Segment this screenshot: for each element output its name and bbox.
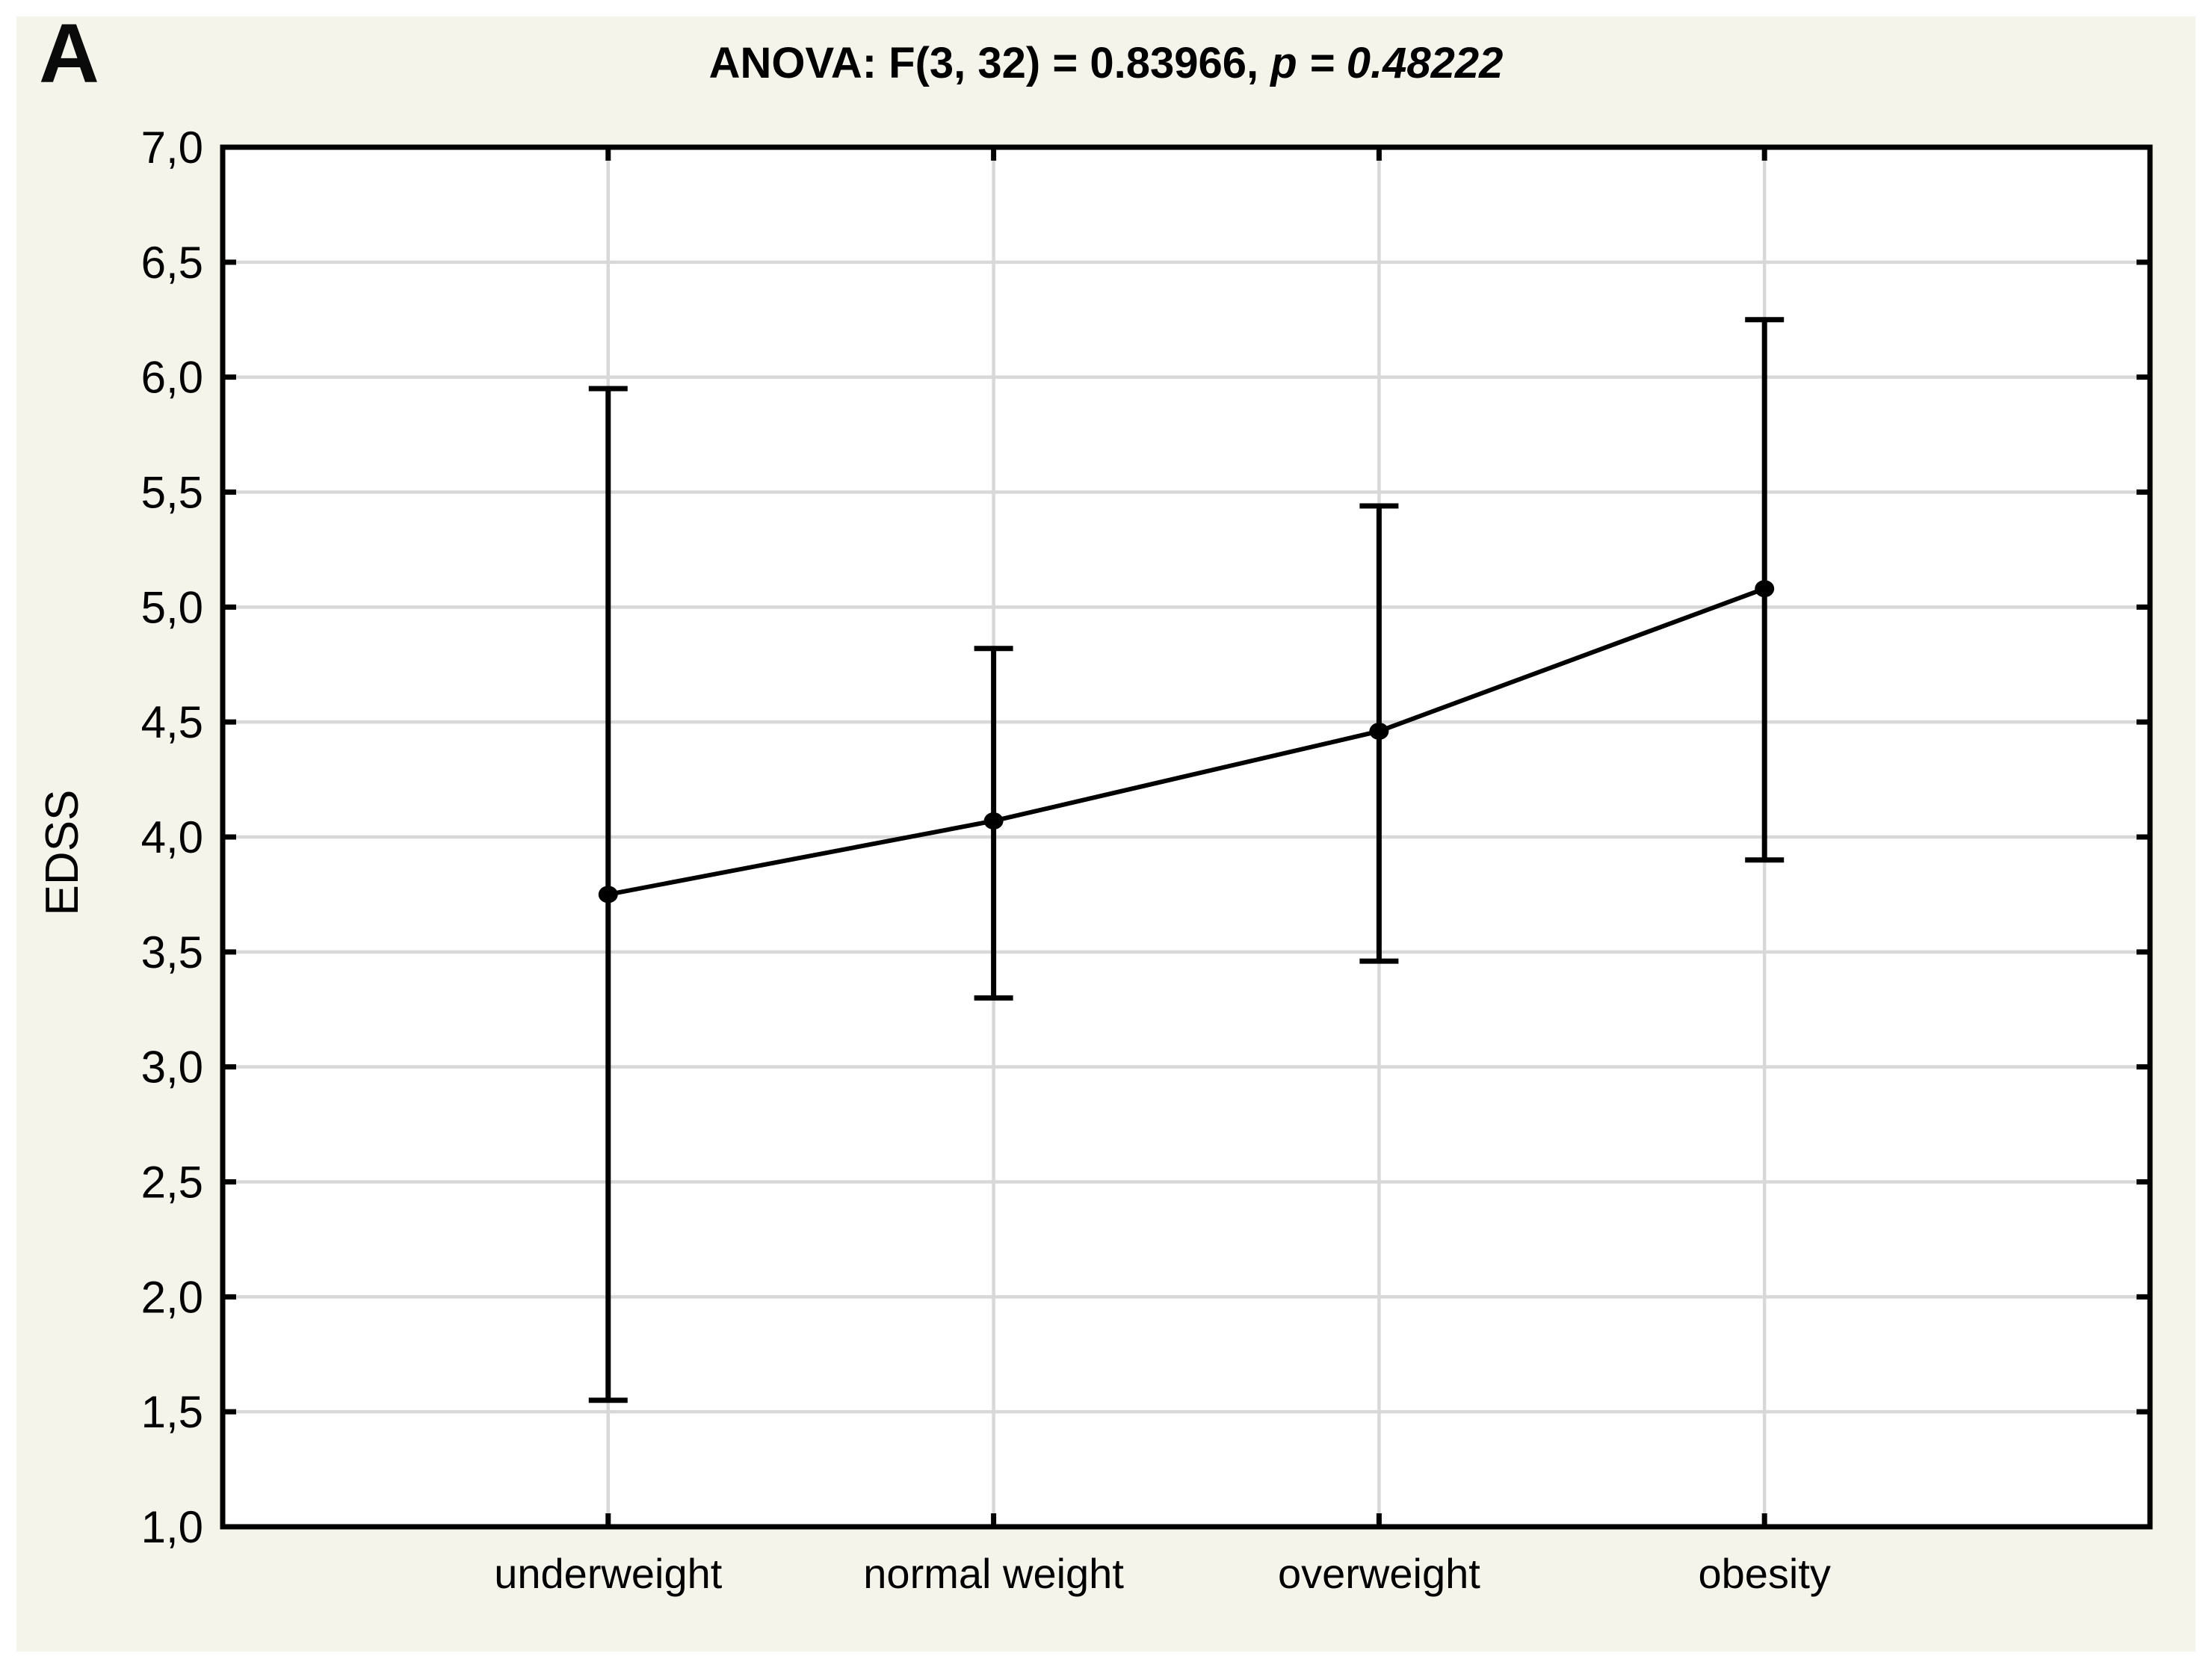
y-tick-label: 3,0 bbox=[141, 1042, 203, 1093]
y-tick-label: 6,0 bbox=[141, 353, 203, 403]
y-tick-label: 6,5 bbox=[141, 238, 203, 288]
y-tick-label: 1,5 bbox=[141, 1387, 203, 1437]
y-tick-label: 2,0 bbox=[141, 1272, 203, 1322]
x-tick-label-underweight: underweight bbox=[494, 1550, 723, 1597]
x-tick-label-normal-weight: normal weight bbox=[863, 1550, 1124, 1597]
mean-marker-normal-weight bbox=[983, 812, 1004, 830]
y-tick-label: 2,5 bbox=[141, 1158, 203, 1208]
mean-marker-underweight bbox=[598, 886, 618, 904]
y-tick-label: 7,0 bbox=[141, 123, 203, 173]
x-tick-label-obesity: obesity bbox=[1698, 1550, 1830, 1597]
y-tick-label: 4,5 bbox=[141, 697, 203, 747]
y-tick-label: 1,0 bbox=[141, 1502, 203, 1552]
mean-marker-overweight bbox=[1369, 722, 1389, 740]
plot-frame bbox=[220, 144, 2153, 1530]
y-axis-title: EDSS bbox=[37, 790, 88, 916]
mean-marker-obesity bbox=[1755, 580, 1775, 598]
mean-line bbox=[608, 586, 1766, 897]
x-tick-label-overweight: overweight bbox=[1278, 1550, 1480, 1597]
y-tick-label: 3,5 bbox=[141, 927, 203, 977]
chart-title: ANOVA: F(3, 32) = 0.83966, p = 0.48222 bbox=[0, 37, 2212, 90]
y-tick-label: 5,5 bbox=[141, 468, 203, 518]
y-tick-label: 5,0 bbox=[141, 582, 203, 632]
panel-label: A bbox=[39, 7, 99, 100]
y-tick-label: 4,0 bbox=[141, 812, 203, 862]
chart-title-anova: ANOVA: F(3, 32) = 0.83966, bbox=[708, 39, 1271, 87]
chart-title-pvalue: p = 0.48222 bbox=[1270, 39, 1504, 87]
